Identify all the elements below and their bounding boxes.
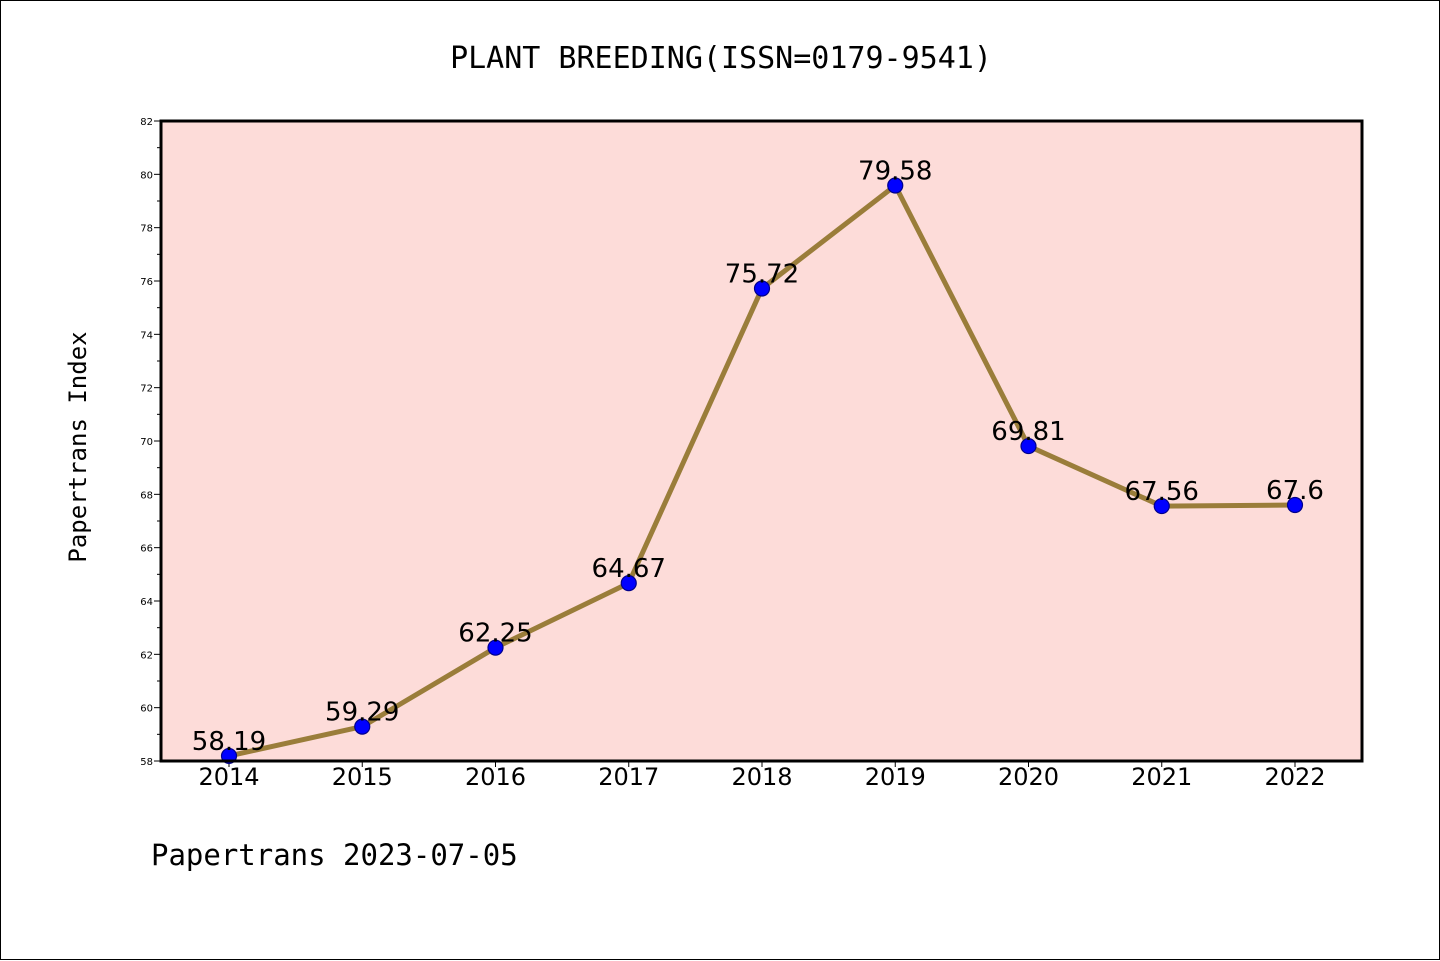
data-point [487,639,504,656]
y-axis-ticks: 58 60 62 64 66 68 70 72 74 76 78 80 82 [140,117,161,768]
y-tick-label: 80 [140,170,153,181]
data-point [887,177,904,194]
x-tick-label: 2014 [198,763,259,791]
y-tick-label: 58 [140,757,153,768]
plot-border [159,119,1364,763]
data-label: 58.19 [192,727,266,757]
y-tick-label: 74 [140,330,153,341]
plot-area [161,121,1362,761]
y-tick-label: 68 [140,490,153,501]
footer-text: Papertrans 2023-07-05 [151,838,518,872]
x-tick-label: 2018 [731,763,792,791]
data-point [1020,437,1037,455]
x-tick-label: 2022 [1264,763,1325,791]
data-label: 69.81 [991,417,1065,447]
data-label: 67.56 [1125,477,1199,507]
x-tick-label: 2019 [865,763,926,791]
data-label: 62.25 [458,619,532,649]
data-point [620,575,637,592]
y-tick-label: 60 [140,704,153,715]
y-tick-label: 76 [140,277,153,288]
y-tick-label: 62 [140,650,153,661]
data-labels: 58.19 59.29 62.25 64.67 75.72 79.58 69.81 67.56… [192,157,1324,757]
x-axis-ticks: 2014 2015 2016 2017 2018 2019 2020 2021 2022 [198,761,1326,791]
x-tick-label: 2016 [465,763,526,791]
data-label: 64.67 [592,554,666,584]
y-tick-label: 66 [140,544,153,555]
x-tick-label: 2020 [998,763,1059,791]
data-label: 75.72 [725,259,799,289]
x-tick-label: 2015 [332,763,393,791]
x-tick-label: 2017 [598,763,659,791]
y-axis-label: Papertrans Index [64,331,92,562]
data-point [354,718,371,735]
y-tick-label: 72 [140,384,153,395]
data-label: 67.6 [1266,476,1324,506]
data-point [753,280,771,297]
y-tick-label: 64 [140,597,153,608]
y-tick-label: 82 [140,117,153,128]
data-point [1153,497,1170,515]
data-label: 59.29 [325,698,399,728]
x-tick-label: 2021 [1131,763,1192,791]
series-markers [220,177,1304,765]
data-point [1286,496,1304,514]
chart-title: PLANT BREEDING(ISSN=0179-9541) [450,41,992,76]
y-tick-label: 78 [140,224,153,235]
y-tick-label: 70 [140,437,153,448]
data-label: 79.58 [858,157,932,187]
